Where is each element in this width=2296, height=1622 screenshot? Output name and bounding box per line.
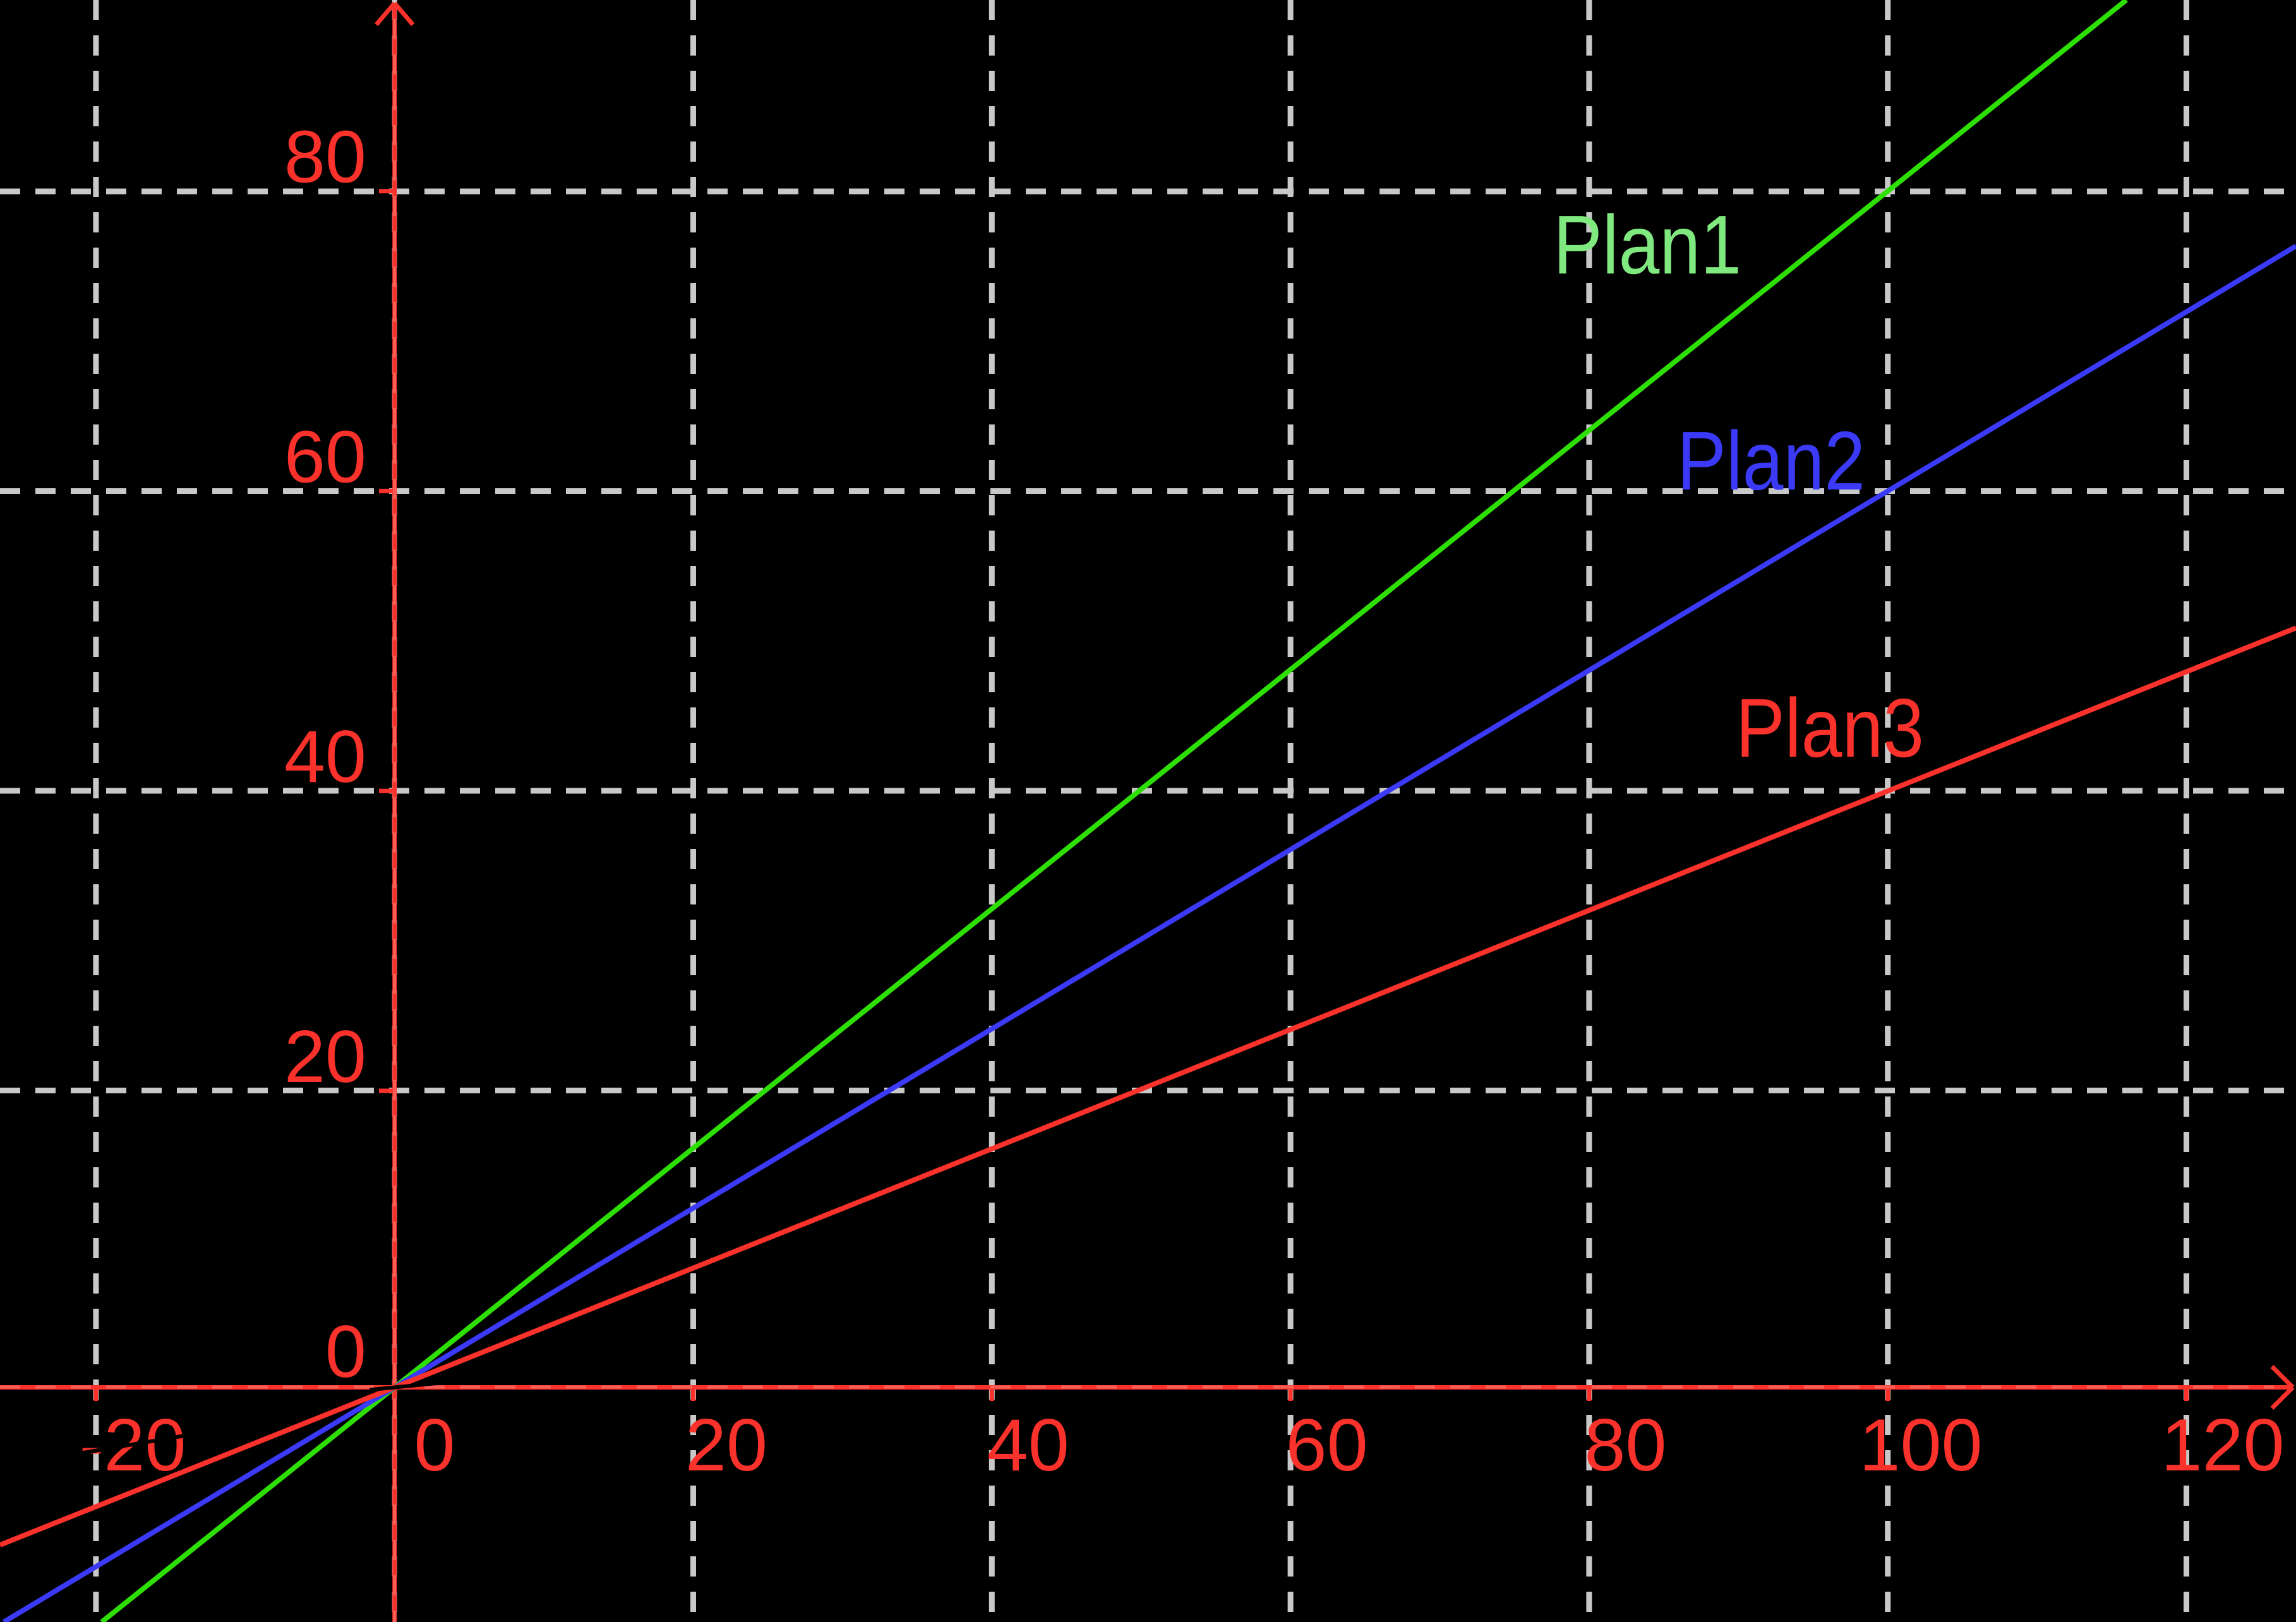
svg-text:60: 60 — [1286, 1403, 1368, 1486]
svg-text:Plan1: Plan1 — [1553, 198, 1741, 291]
svg-text:20: 20 — [284, 1015, 366, 1098]
svg-text:40: 40 — [284, 715, 366, 798]
svg-text:120: 120 — [2161, 1403, 2284, 1486]
svg-text:Plan3: Plan3 — [1736, 682, 1924, 774]
svg-text:20: 20 — [685, 1403, 767, 1486]
svg-text:80: 80 — [1584, 1403, 1666, 1486]
svg-text:40: 40 — [987, 1403, 1069, 1486]
svg-text:0: 0 — [414, 1403, 455, 1486]
svg-text:100: 100 — [1859, 1403, 1982, 1486]
svg-text:0: 0 — [325, 1310, 366, 1393]
svg-text:Plan2: Plan2 — [1677, 414, 1865, 507]
svg-text:80: 80 — [284, 116, 366, 198]
svg-text:60: 60 — [284, 415, 366, 498]
